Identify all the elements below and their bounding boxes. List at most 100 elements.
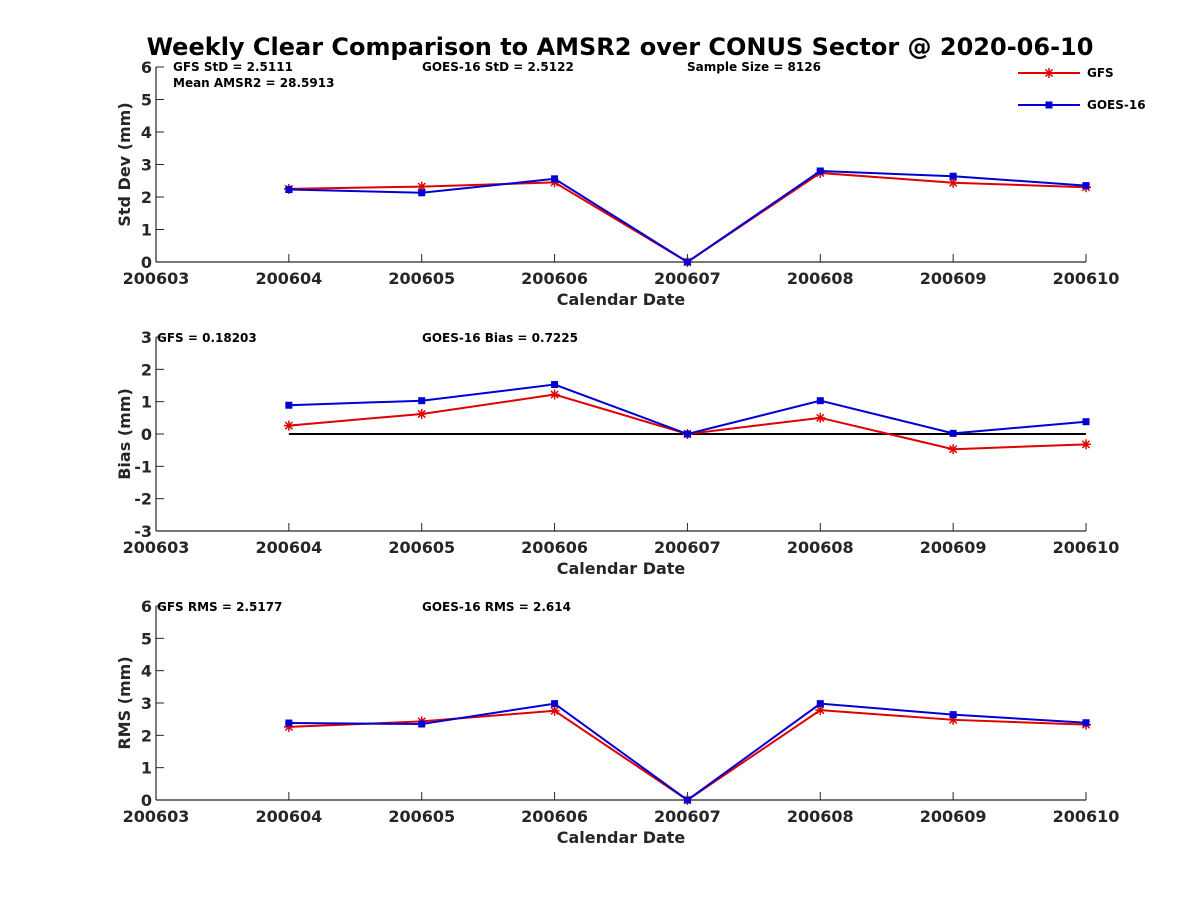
- x-tick-label: 200607: [654, 807, 721, 826]
- x-tick-label: 200606: [521, 538, 588, 557]
- x-tick-label: 200603: [123, 807, 190, 826]
- data-point-goes16: [1082, 719, 1090, 727]
- legend-label: GOES-16: [1087, 98, 1146, 112]
- y-tick-label: 0: [141, 425, 152, 444]
- x-tick-label: 200606: [521, 807, 588, 826]
- data-point-goes16: [551, 175, 559, 183]
- data-point-goes16: [1082, 418, 1090, 426]
- y-tick-label: -3: [134, 522, 152, 541]
- y-tick-label: 1: [141, 759, 152, 778]
- data-point-gfs: [1081, 439, 1091, 450]
- data-point-goes16: [1082, 182, 1090, 190]
- x-tick-label: 200609: [920, 807, 987, 826]
- stat-annotation: Mean AMSR2 = 28.5913: [173, 76, 334, 90]
- data-point-goes16: [949, 172, 957, 180]
- data-point-goes16: [551, 381, 559, 389]
- data-point-goes16: [285, 719, 293, 727]
- x-tick-label: 200605: [388, 807, 455, 826]
- x-tick-label: 200605: [388, 269, 455, 288]
- data-point-gfs: [283, 420, 294, 431]
- x-axis-label: Calendar Date: [557, 559, 686, 578]
- y-axis-label: RMS (mm): [115, 656, 134, 749]
- x-axis-label: Calendar Date: [557, 290, 686, 309]
- panel-rms: 0 1 2 3 4 5 6 200603 200604 200605 200606 200607 200…: [115, 597, 1119, 847]
- data-point-gfs: [549, 705, 560, 716]
- data-point-gfs: [815, 412, 826, 423]
- stat-annotation: GFS StD = 2.5111: [173, 60, 293, 74]
- y-tick-label: 2: [141, 188, 152, 207]
- x-tick-label: 200604: [255, 807, 322, 826]
- data-point-goes16: [683, 430, 691, 438]
- data-point-goes16: [949, 711, 957, 719]
- x-tick-label: 200607: [654, 269, 721, 288]
- data-point-goes16: [418, 720, 426, 728]
- data-point-goes16: [816, 700, 824, 708]
- data-point-goes16: [949, 429, 957, 437]
- legend-label: GFS: [1087, 66, 1114, 80]
- x-axis-label: Calendar Date: [557, 828, 686, 847]
- series-line-goes-16: [288, 702, 1087, 802]
- y-axis-label: Std Dev (mm): [115, 102, 134, 226]
- data-point-goes16: [418, 397, 426, 405]
- y-tick-label: 3: [141, 694, 152, 713]
- x-tick-label: 200608: [787, 538, 854, 557]
- y-tick-label: 1: [141, 393, 152, 412]
- stat-annotation: GFS = 0.18203: [157, 331, 257, 345]
- y-tick-label: 3: [141, 328, 152, 347]
- x-tick-label: 200610: [1053, 807, 1120, 826]
- x-tick-label: 200604: [255, 538, 322, 557]
- stat-annotation: GOES-16 StD = 2.5122: [422, 60, 574, 74]
- x-tick-label: 200603: [123, 269, 190, 288]
- x-tick-label: 200610: [1053, 269, 1120, 288]
- y-tick-label: -1: [134, 457, 152, 476]
- y-tick-label: 4: [141, 662, 152, 681]
- legend-marker: [1045, 101, 1053, 109]
- y-axis-label: Bias (mm): [115, 388, 134, 480]
- data-point-goes16: [285, 401, 293, 409]
- y-tick-label: 0: [141, 791, 152, 810]
- stat-annotation: GFS RMS = 2.5177: [157, 600, 282, 614]
- legend: GFS GOES-16: [1018, 66, 1146, 112]
- data-point-gfs: [549, 389, 560, 400]
- y-tick-label: 2: [141, 360, 152, 379]
- data-point-goes16: [683, 258, 691, 266]
- data-point-goes16: [816, 397, 824, 405]
- y-tick-label: 1: [141, 221, 152, 240]
- y-tick-label: -2: [134, 490, 152, 509]
- y-tick-label: 3: [141, 156, 152, 175]
- chart-title: Weekly Clear Comparison to AMSR2 over CO…: [147, 33, 1094, 61]
- y-tick-label: 6: [141, 597, 152, 616]
- stat-annotation: GOES-16 RMS = 2.614: [422, 600, 571, 614]
- data-point-gfs: [416, 408, 427, 419]
- x-tick-label: 200607: [654, 538, 721, 557]
- x-tick-label: 200610: [1053, 538, 1120, 557]
- data-point-goes16: [418, 189, 426, 197]
- panel-bias: -3 -2 -1 0 1 2 3 200603 200604 200605 200606 200607…: [115, 328, 1119, 578]
- x-tick-label: 200608: [787, 269, 854, 288]
- series-line-goes-16: [288, 383, 1087, 436]
- x-tick-label: 200605: [388, 538, 455, 557]
- data-point-goes16: [551, 700, 559, 708]
- stat-annotation: Sample Size = 8126: [687, 60, 821, 74]
- y-tick-label: 5: [141, 91, 152, 110]
- data-point-goes16: [683, 796, 691, 804]
- x-tick-label: 200608: [787, 807, 854, 826]
- panel-std: 0 1 2 3 4 5 6 200603 200604 200605 200606 200607 200…: [115, 58, 1119, 309]
- y-tick-label: 5: [141, 629, 152, 648]
- series-line-goes-16: [288, 169, 1087, 264]
- y-tick-label: 6: [141, 58, 152, 77]
- x-tick-label: 200604: [255, 269, 322, 288]
- data-point-gfs: [948, 444, 959, 455]
- series-line-gfs: [288, 393, 1087, 451]
- y-tick-label: 0: [141, 253, 152, 272]
- y-tick-label: 2: [141, 726, 152, 745]
- x-tick-label: 200609: [920, 269, 987, 288]
- y-tick-label: 4: [141, 123, 152, 142]
- stat-annotation: GOES-16 Bias = 0.7225: [422, 331, 578, 345]
- data-point-gfs: [948, 177, 959, 188]
- series-line-gfs: [288, 171, 1087, 264]
- x-tick-label: 200606: [521, 269, 588, 288]
- x-tick-label: 200603: [123, 538, 190, 557]
- data-point-goes16: [285, 186, 293, 194]
